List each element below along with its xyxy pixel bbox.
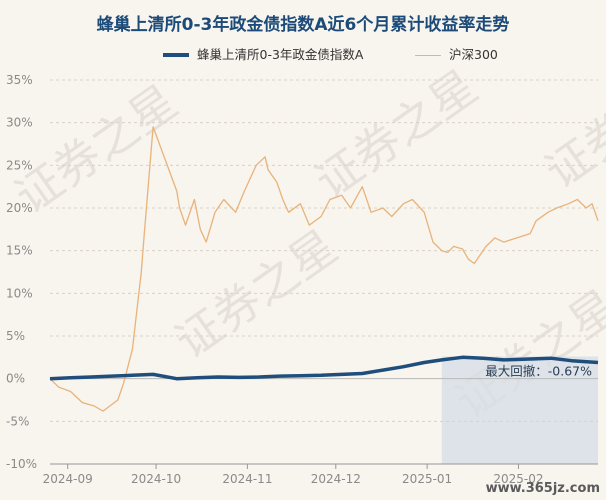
x-tick-label: 2024-11: [222, 472, 272, 486]
x-tick-label: 2025-01: [402, 472, 452, 486]
y-tick-label: 25%: [6, 158, 33, 172]
legend-swatch-index: [163, 53, 189, 57]
legend-label-index: 蜂巢上清所0-3年政金债指数A: [197, 47, 364, 62]
legend-label-hs300: 沪深300: [449, 47, 498, 62]
legend: 蜂巢上清所0-3年政金债指数A 沪深300: [0, 46, 606, 64]
drawdown-area: [441, 356, 598, 464]
y-tick-label: 30%: [6, 116, 33, 130]
y-tick-label: -5%: [6, 414, 29, 428]
watermark-text: 证券之星: [535, 49, 606, 199]
x-tick-label: 2024-09: [43, 472, 93, 486]
y-tick-label: 20%: [6, 201, 33, 215]
x-tick-label: 2024-12: [311, 472, 361, 486]
y-tick-label: 10%: [6, 286, 33, 300]
drawdown-label: 最大回撤：-0.67%: [485, 364, 592, 379]
x-tick-label: 2024-10: [131, 472, 181, 486]
x-tick-label: 2025-02: [493, 472, 543, 486]
series-line-index: [49, 355, 599, 381]
chart-title: 蜂巢上清所0-3年政金债指数A近6个月累计收益率走势: [96, 15, 510, 35]
legend-swatch-hs300: [415, 55, 441, 56]
watermark-text: 证券之星: [305, 59, 487, 209]
y-tick-label: 5%: [6, 329, 25, 343]
series-line-hs300: [49, 126, 599, 412]
y-tick-label: 0%: [6, 372, 25, 386]
y-tick-label: 15%: [6, 244, 33, 258]
y-tick-label: 35%: [6, 73, 33, 87]
watermark-text: 证券之星: [165, 219, 347, 369]
site-label: www.365jz.com: [485, 481, 600, 496]
y-tick-label: -10%: [6, 457, 37, 471]
